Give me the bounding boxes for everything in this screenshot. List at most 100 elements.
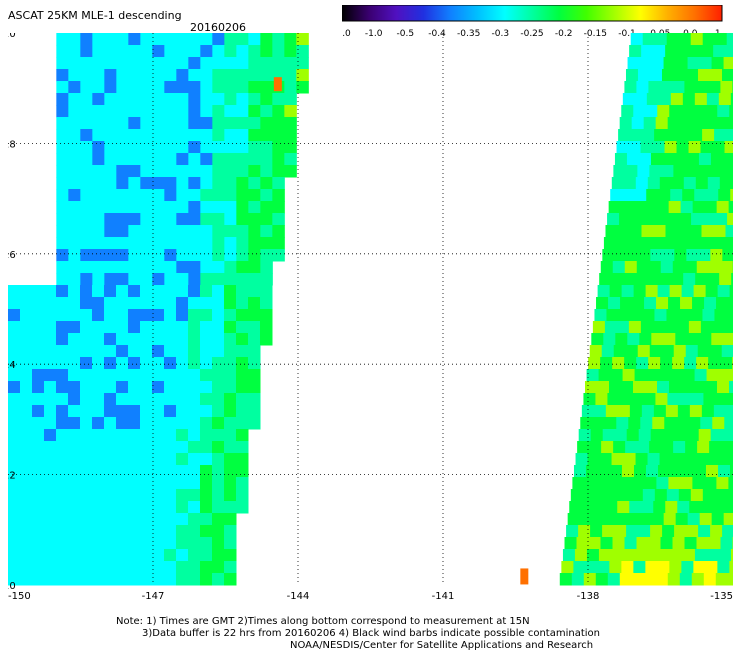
swath-cell xyxy=(212,45,225,58)
swath-cell xyxy=(200,261,213,274)
swath-cell xyxy=(176,561,189,574)
swath-cell xyxy=(611,549,624,562)
swath-cell xyxy=(669,561,682,574)
swath-cell xyxy=(629,225,642,238)
swath-cell xyxy=(712,237,725,250)
swath-cell xyxy=(164,381,177,394)
swath-cell xyxy=(176,225,189,238)
swath-cell xyxy=(678,405,691,418)
swath-cell xyxy=(164,129,177,142)
swath-cell xyxy=(116,201,129,214)
swath-cell xyxy=(200,405,213,418)
swath-cell xyxy=(248,393,261,406)
swath-cell xyxy=(68,81,81,94)
swath-cell xyxy=(587,369,600,382)
swath-cell xyxy=(248,33,260,46)
swath-cell xyxy=(711,429,724,442)
swath-cell xyxy=(104,381,117,394)
swath-cell xyxy=(577,441,590,454)
swath-cell xyxy=(272,45,285,58)
swath-cell xyxy=(716,573,729,586)
swath-cell xyxy=(68,45,81,58)
swath-cell xyxy=(116,465,129,478)
swath-cell xyxy=(236,249,249,262)
swath-cell xyxy=(284,153,297,166)
swath-cell xyxy=(212,345,225,358)
swath-cell xyxy=(188,57,201,70)
swath-cell xyxy=(260,333,273,346)
swath-cell xyxy=(116,441,129,454)
swath-cell xyxy=(661,261,674,274)
swath-cell xyxy=(212,453,225,466)
swath-cell xyxy=(728,477,733,490)
swath-cell xyxy=(703,489,716,502)
swath-cell xyxy=(710,525,723,538)
swath-cell xyxy=(709,537,722,550)
swath-cell xyxy=(260,141,273,154)
swath-cell xyxy=(68,309,81,322)
swath-cell xyxy=(602,525,615,538)
swath-cell xyxy=(727,489,733,502)
swath-cell xyxy=(248,153,260,166)
swath-cell xyxy=(188,201,201,214)
swath-cell xyxy=(608,573,621,586)
swath-cell xyxy=(20,381,33,394)
swath-cell xyxy=(224,405,237,418)
swath-cell xyxy=(645,105,658,118)
swath-cell xyxy=(188,513,201,526)
swath-cell xyxy=(32,477,45,490)
swath-cell xyxy=(80,81,93,94)
swath-cell xyxy=(92,369,105,382)
swath-cell xyxy=(56,513,69,526)
swath-cell xyxy=(248,417,261,430)
swath-cell xyxy=(682,465,695,478)
swath-cell xyxy=(188,225,201,238)
swath-cell xyxy=(695,549,708,562)
swath-cell xyxy=(644,477,657,490)
swath-cell xyxy=(608,477,621,490)
swath-cell xyxy=(627,429,640,442)
swath-cell xyxy=(104,261,117,274)
swath-cell xyxy=(613,441,626,454)
swath-cell xyxy=(572,477,585,490)
swath-cell xyxy=(638,69,651,82)
swath-cell xyxy=(236,177,249,190)
swath-cell xyxy=(176,393,189,406)
swath-cell xyxy=(664,417,677,430)
swath-cell xyxy=(56,57,68,70)
swath-cell xyxy=(657,561,670,574)
swath-cell xyxy=(80,465,93,478)
swath-cell xyxy=(128,225,141,238)
swath-cell xyxy=(596,477,609,490)
swath-cell xyxy=(44,537,57,550)
swath-cell xyxy=(140,249,153,262)
swath-cell xyxy=(688,237,701,250)
swath-cell xyxy=(140,345,153,358)
swath-cell xyxy=(645,561,658,574)
lat-tick-label: 12 xyxy=(8,471,16,482)
swath-cell xyxy=(630,405,643,418)
swath-cell xyxy=(639,429,652,442)
swath-cell xyxy=(32,453,45,466)
swath-cell xyxy=(188,441,201,454)
swath-cell xyxy=(80,93,93,106)
swath-cell xyxy=(674,345,687,358)
swath-cell xyxy=(284,33,297,46)
swath-cell xyxy=(56,525,69,538)
swath-cell xyxy=(164,105,177,118)
swath-cell xyxy=(614,345,627,358)
swath-cell xyxy=(604,237,617,250)
swath-cell xyxy=(584,477,597,490)
swath-cell xyxy=(56,45,68,58)
swath-cell xyxy=(655,213,668,226)
swath-cell xyxy=(730,189,733,202)
swath-cell xyxy=(128,345,141,358)
swath-cell xyxy=(657,381,670,394)
swath-cell xyxy=(128,369,141,382)
swath-cell xyxy=(188,213,201,226)
swath-cell xyxy=(152,81,165,94)
swath-cell xyxy=(284,129,297,142)
swath-cell xyxy=(667,489,680,502)
swath-cell xyxy=(188,549,201,562)
swath-cell xyxy=(715,393,728,406)
